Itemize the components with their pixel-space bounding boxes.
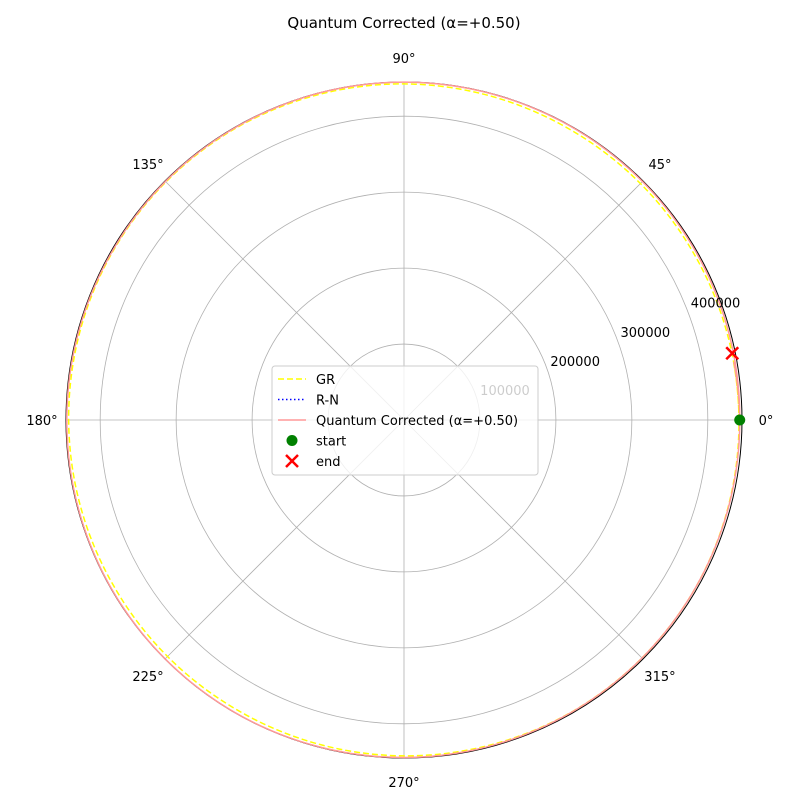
- chart-title: Quantum Corrected (α=+0.50): [287, 14, 520, 32]
- legend-entry: Quantum Corrected (α=+0.50): [278, 414, 518, 429]
- legend-box: [271, 365, 539, 476]
- end-marker: [725, 346, 740, 361]
- angle-tick-label: 0°: [759, 414, 774, 429]
- angle-tick-label: 270°: [388, 776, 419, 791]
- legend-entry: end: [285, 454, 341, 470]
- legend-label: GR: [316, 373, 335, 388]
- legend-x-swatch: [285, 454, 299, 468]
- legend-label: R-N: [316, 394, 339, 409]
- radial-tick-label: 400000: [691, 297, 741, 312]
- legend-entry: start: [286, 435, 346, 450]
- angle-tick-labels: 0° 45° 90° 135° 180° 225° 270° 315°: [26, 52, 773, 791]
- legend-circle-swatch: [286, 435, 298, 446]
- legend-label: end: [316, 455, 341, 470]
- angle-tick-label: 315°: [644, 670, 675, 685]
- legend-entry: GR: [278, 373, 335, 388]
- legend-label: start: [316, 435, 346, 450]
- legend: GR R-N Quantum Corrected (α=+0.50) start end: [271, 365, 539, 476]
- angle-tick-label: 90°: [392, 52, 415, 67]
- angle-tick-label: 45°: [648, 158, 671, 173]
- start-marker: [734, 414, 746, 426]
- series-line: [66, 81, 741, 759]
- angle-tick-label: 180°: [26, 414, 57, 429]
- angle-tick-label: 135°: [132, 158, 163, 173]
- legend-label: Quantum Corrected (α=+0.50): [316, 414, 518, 429]
- legend-entry: R-N: [278, 394, 339, 409]
- series-lines: [66, 81, 741, 759]
- point-markers: [725, 346, 746, 426]
- radial-tick-label: 200000: [550, 355, 600, 370]
- radial-tick-label: 300000: [621, 326, 671, 341]
- angle-tick-label: 225°: [132, 670, 163, 685]
